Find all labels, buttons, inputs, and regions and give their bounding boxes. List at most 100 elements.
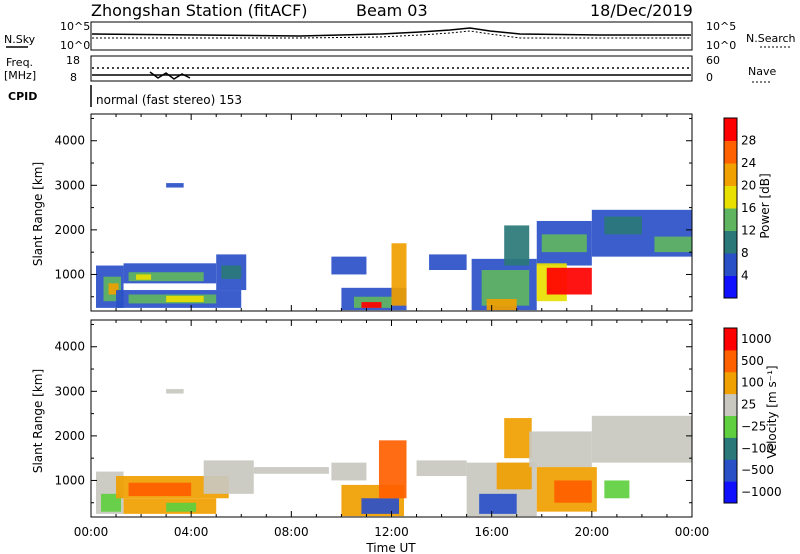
data-patch xyxy=(604,480,630,499)
velocity-colorbar-title: Velocity [m s⁻¹] xyxy=(765,365,779,458)
nave-label: Nave xyxy=(748,65,776,78)
data-patch xyxy=(361,302,382,308)
colorbar-tick-label: −1000 xyxy=(741,485,782,499)
colorbar-swatch xyxy=(724,140,737,164)
nave-trace-dip xyxy=(149,71,191,80)
nsky-trace xyxy=(91,27,691,37)
x-tick-label: 08:00 xyxy=(274,525,309,539)
noise-strip-frame xyxy=(90,21,693,51)
nave-tick-bottom: 0 xyxy=(706,71,713,84)
colorbar-swatch xyxy=(724,163,737,186)
data-patch xyxy=(108,283,119,295)
data-patch xyxy=(166,183,184,188)
power-colorbar-title: Power [dB] xyxy=(758,173,772,238)
data-patch xyxy=(166,295,204,303)
colorbar-tick-label: 20 xyxy=(741,179,756,193)
colorbar-tick-label: 4 xyxy=(741,269,749,283)
colorbar-tick-label: 28 xyxy=(741,134,756,148)
freq-label-1: Freq. xyxy=(6,56,33,69)
colorbar-tick-label: 1000 xyxy=(741,332,772,346)
colorbar-swatch xyxy=(724,208,737,231)
colorbar-swatch xyxy=(724,253,737,276)
colorbar-swatch xyxy=(724,371,737,395)
noise-left-tick-bottom: 10^0 xyxy=(60,39,90,52)
y-tick-label: 1000 xyxy=(54,473,85,487)
colorbar-tick-label: 16 xyxy=(741,201,756,215)
data-patch xyxy=(479,493,517,514)
y-tick-label: 1000 xyxy=(54,267,85,281)
noise-left-tick-top: 10^5 xyxy=(60,20,90,33)
data-patch xyxy=(221,265,242,279)
y-tick-label: 3000 xyxy=(54,178,85,192)
colorbar-swatch xyxy=(724,230,737,254)
x-tick-label: 20:00 xyxy=(575,525,610,539)
freq-label-2: [MHz] xyxy=(4,69,36,82)
colorbar-tick-label: −100 xyxy=(741,441,774,455)
power-panel: 1000 2000 3000 4000 xyxy=(54,113,693,312)
colorbar-tick-label: 24 xyxy=(741,156,756,170)
data-patch xyxy=(486,298,517,311)
colorbar-tick-label: 8 xyxy=(741,246,749,260)
data-patch xyxy=(504,225,530,266)
data-patch xyxy=(429,254,467,270)
data-patch xyxy=(203,460,254,494)
colorbar-swatch xyxy=(724,328,737,351)
data-patch xyxy=(496,462,532,490)
colorbar-tick-label: 25 xyxy=(741,398,756,412)
data-patch xyxy=(554,480,592,503)
colorbar-swatch xyxy=(724,275,737,299)
data-patch xyxy=(546,267,592,295)
data-patch xyxy=(416,460,467,476)
data-patch xyxy=(136,274,152,280)
colorbar-swatch xyxy=(724,185,737,209)
data-patch xyxy=(361,498,400,514)
data-patch xyxy=(166,389,184,394)
colorbar-swatch xyxy=(724,118,737,141)
cpid-label: CPID xyxy=(8,90,37,103)
colorbar-tick-label: 12 xyxy=(741,224,756,238)
velocity-colorbar: 1000 500 100 25 −25 −100 −500 −1000 xyxy=(723,327,782,504)
data-patch xyxy=(166,502,197,512)
freq-strip-frame xyxy=(90,55,693,82)
noise-right-tick-bottom: 10^0 xyxy=(706,39,736,52)
colorbar-frame xyxy=(723,117,738,299)
velocity-y-axis-title: Slant Range [km] xyxy=(31,369,45,473)
y-tick-label: 2000 xyxy=(54,429,85,443)
colorbar-swatch xyxy=(724,481,737,504)
x-tick-label: 04:00 xyxy=(174,525,209,539)
colorbar-swatch xyxy=(724,393,737,416)
data-patch xyxy=(541,234,587,253)
y-tick-label: 2000 xyxy=(54,223,85,237)
x-tick-label: 12:00 xyxy=(374,525,409,539)
beam-label: Beam 03 xyxy=(356,1,428,20)
colorbar-tick-label: 500 xyxy=(741,354,764,368)
data-patch xyxy=(654,236,692,253)
x-axis-title: Time UT xyxy=(365,541,416,554)
cpid-text: normal (fast stereo) 153 xyxy=(96,93,242,107)
colorbar-tick-label: 100 xyxy=(741,376,764,390)
colorbar-swatch xyxy=(724,459,737,482)
colorbar-frame xyxy=(723,327,738,504)
colorbar-swatch xyxy=(724,415,737,438)
data-patch xyxy=(604,216,642,235)
freq-tick-bottom: 8 xyxy=(70,71,77,84)
nsearch-label: N.Search xyxy=(746,32,796,45)
colorbar-swatch xyxy=(724,437,737,460)
colorbar-tick-label: −500 xyxy=(741,463,774,477)
data-patch xyxy=(331,462,367,481)
date-label: 18/Dec/2019 xyxy=(590,1,693,20)
nave-tick-top: 60 xyxy=(706,54,720,67)
colorbar-tick-label: −25 xyxy=(741,419,766,433)
y-tick-label: 4000 xyxy=(54,340,85,354)
data-patch xyxy=(529,431,592,468)
noise-right-tick-top: 10^5 xyxy=(706,20,736,33)
data-patch xyxy=(591,415,692,463)
data-patch xyxy=(128,482,192,497)
data-patch xyxy=(253,467,329,474)
station-title: Zhongshan Station (fitACF) xyxy=(91,1,308,20)
x-tick-label: 00:00 xyxy=(74,525,109,539)
x-tick-label: 16:00 xyxy=(474,525,509,539)
freq-tick-top: 18 xyxy=(66,54,80,67)
data-patch xyxy=(504,418,532,459)
